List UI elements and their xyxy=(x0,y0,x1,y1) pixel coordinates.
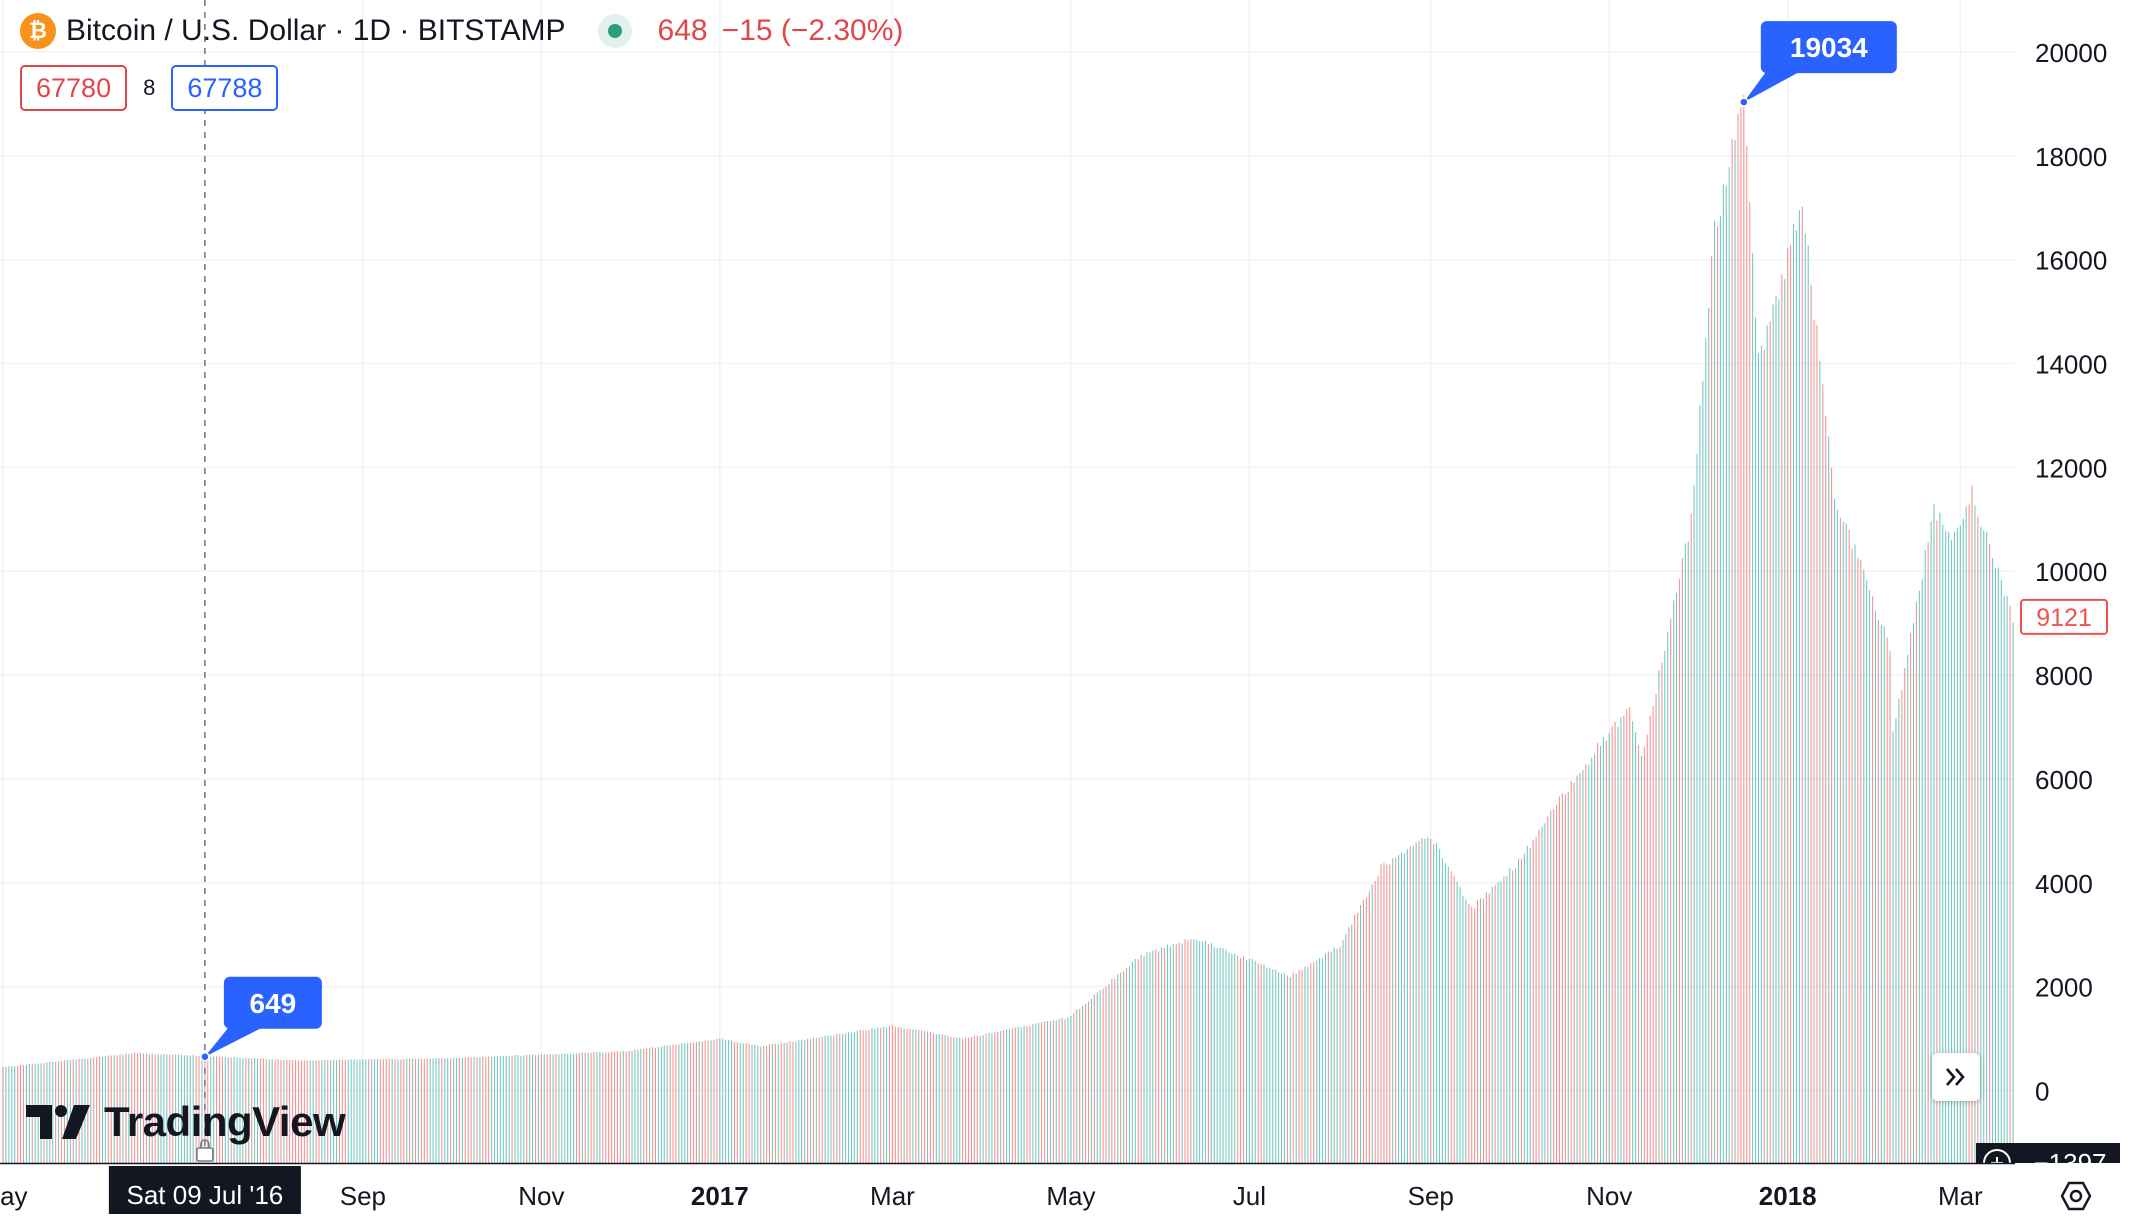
settings-button[interactable] xyxy=(2056,1176,2096,1216)
callout-point xyxy=(1739,97,1749,107)
x-tick-label: May xyxy=(1046,1181,1095,1211)
y-tick-label: 14000 xyxy=(2035,349,2107,379)
x-tick-label: Nov xyxy=(518,1181,564,1211)
y-tick-label: 18000 xyxy=(2035,142,2107,172)
time-axis[interactable]: May Sep Nov 2017 Mar May Jul Sep Nov 2018 Mar Sat 0… xyxy=(0,1162,2132,1224)
tradingview-wordmark: TradingView xyxy=(104,1098,346,1145)
price-callout[interactable]: 649 xyxy=(200,976,322,1062)
y-tick-label: 10000 xyxy=(2035,557,2107,587)
go-to-realtime-button[interactable] xyxy=(1932,1053,1980,1101)
callout-label: 649 xyxy=(250,988,297,1019)
y-tick-label: 0 xyxy=(2035,1076,2049,1106)
y-tick-label: 16000 xyxy=(2035,246,2107,276)
double-chevron-right-icon xyxy=(1946,1068,1965,1086)
spread-value: 8 xyxy=(143,75,156,100)
x-tick-label: Jul xyxy=(1233,1181,1266,1211)
y-tick-label: 8000 xyxy=(2035,661,2093,691)
x-tick-label: Sep xyxy=(1408,1181,1454,1211)
price-callouts: 649 19034 xyxy=(200,21,1897,1062)
lock-icon[interactable] xyxy=(196,1139,214,1162)
x-tick-label: Sep xyxy=(340,1181,386,1211)
y-tick-label: 2000 xyxy=(2035,973,2093,1003)
price-callout[interactable]: 19034 xyxy=(1739,21,1897,107)
crosshair xyxy=(196,0,214,1163)
x-tick-label: Mar xyxy=(1938,1181,1983,1211)
tradingview-logo[interactable]: TradingView xyxy=(26,1098,346,1146)
buy-price-button[interactable]: 67788 xyxy=(171,65,279,111)
crosshair-date-label-box xyxy=(108,1166,301,1214)
market-status-icon[interactable] xyxy=(597,14,632,48)
last-price-label: 9121 xyxy=(2036,604,2092,632)
change-value: −15 (−2.30%) xyxy=(721,14,904,47)
trade-prices: 67780 8 67788 xyxy=(20,65,279,111)
x-tick-label: Mar xyxy=(870,1181,915,1211)
chart-legend: ₿ Bitcoin / U.S. Dollar · 1D · BITSTAMP … xyxy=(20,12,903,50)
x-tick-label: 2017 xyxy=(691,1181,749,1211)
last-price-label-box xyxy=(2020,598,2108,635)
price-bars xyxy=(2,95,2014,1163)
symbol-title[interactable]: Bitcoin / U.S. Dollar · 1D · BITSTAMP xyxy=(66,14,566,47)
tradingview-logo-icon xyxy=(26,1105,90,1139)
x-tick-label: Nov xyxy=(1586,1181,1632,1211)
gear-icon xyxy=(2060,1181,2092,1211)
y-tick-label: 4000 xyxy=(2035,869,2093,899)
axis-min-label-box xyxy=(2020,1143,2120,1163)
sell-price-button[interactable]: 67780 xyxy=(20,65,128,111)
x-tick-label: 2018 xyxy=(1759,1181,1817,1211)
bitcoin-icon: ₿ xyxy=(20,13,56,49)
y-tick-label: 6000 xyxy=(2035,765,2093,795)
price-axis[interactable]: 0 2000 4000 6000 8000 10000 12000 14000 16000 180… xyxy=(1976,0,2132,1178)
x-tick-label: May xyxy=(0,1181,28,1211)
callout-point xyxy=(200,1052,210,1062)
last-value: 648 xyxy=(657,14,708,47)
y-tick-label: 12000 xyxy=(2035,453,2107,483)
crosshair-date-label: Sat 09 Jul '16 xyxy=(127,1180,284,1210)
callout-label: 19034 xyxy=(1790,32,1868,63)
y-tick-label: 20000 xyxy=(2035,38,2107,68)
